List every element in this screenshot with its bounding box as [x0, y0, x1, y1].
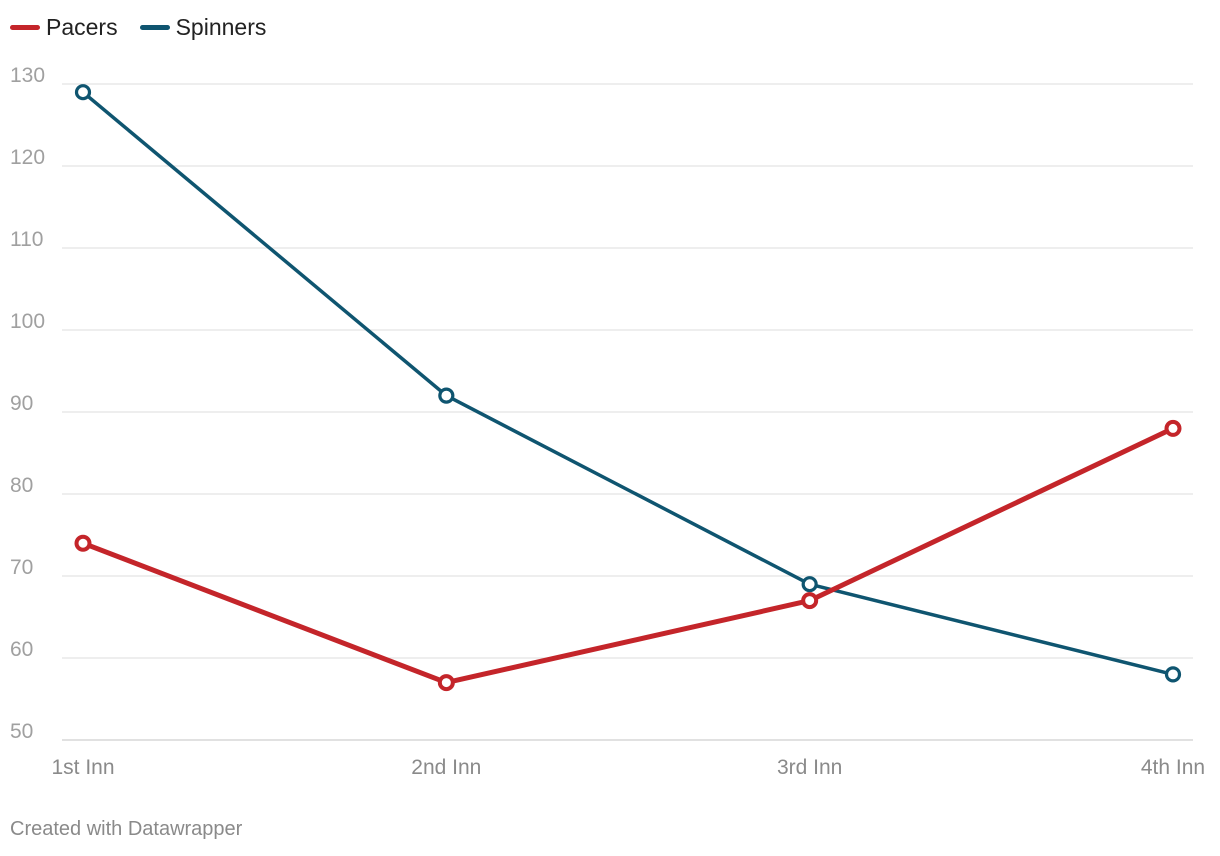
y-tick-label-60: 60 [10, 638, 33, 661]
point-spinners-2 [438, 387, 455, 404]
y-tick-label-50: 50 [10, 720, 33, 743]
point-spinners-4 [1164, 666, 1182, 683]
legend-label-spinners: Spinners [175, 14, 267, 40]
credit-text: Created with Datawrapper [10, 818, 243, 840]
point-pacers-1 [74, 534, 92, 552]
y-tick-label-130: 130 [10, 64, 45, 87]
x-tick-label-4: 4th Inn [1141, 756, 1205, 779]
x-tick-label-2: 2nd Inn [411, 756, 481, 779]
legend-item-spinners: Spinners [139, 14, 267, 41]
line-chart: 50 60 70 80 90 100 110 120 130 1st Inn 2nd Inn 3rd … [10, 64, 1205, 779]
point-spinners-3 [801, 576, 818, 593]
y-tick-label-110: 110 [10, 228, 43, 251]
y-tick-label-120: 120 [10, 146, 45, 169]
x-tick-label-3: 3rd Inn [777, 756, 842, 779]
point-spinners-1 [74, 84, 92, 101]
y-tick-label-70: 70 [10, 556, 33, 579]
legend-swatch-spinners [139, 25, 170, 30]
legend-label-pacers: Pacers [46, 14, 118, 40]
legend-swatch-pacers [10, 25, 40, 30]
y-tick-label-90: 90 [10, 392, 33, 415]
y-tick-label-100: 100 [10, 310, 45, 333]
series-line-spinners [81, 90, 1175, 677]
point-pacers-4 [1164, 419, 1182, 437]
chart-legend: Pacers Spinners [10, 14, 266, 41]
legend-item-pacers: Pacers [10, 14, 118, 41]
point-pacers-2 [437, 674, 455, 692]
x-tick-label-1: 1st Inn [51, 756, 114, 779]
series-line-pacers [80, 425, 1176, 686]
point-pacers-3 [801, 592, 819, 610]
y-tick-label-80: 80 [10, 474, 33, 497]
